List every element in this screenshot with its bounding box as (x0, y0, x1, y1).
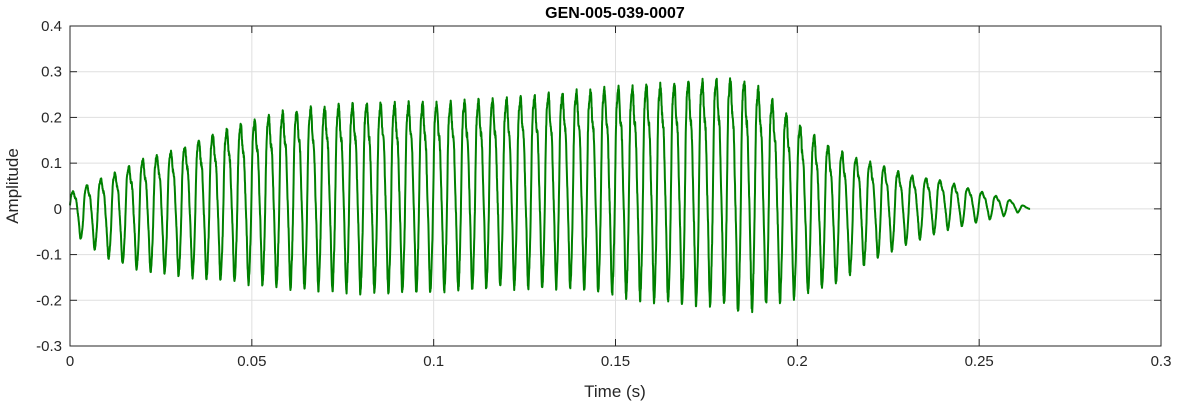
y-tick-label: 0.2 (41, 109, 62, 126)
x-tick-label: 0 (66, 353, 74, 370)
x-tick-label: 0.1 (423, 353, 444, 370)
y-tick-labels: -0.3 -0.2 -0.1 0 0.1 0.2 0.3 0.4 (36, 18, 62, 355)
y-tick-label: 0.1 (41, 155, 62, 172)
x-axis-title: Time (s) (584, 382, 646, 401)
series-layer (69, 77, 1031, 314)
y-tick-label: 0.3 (41, 64, 62, 81)
x-tick-labels: 0 0.05 0.1 0.15 0.2 0.25 0.3 (66, 353, 1172, 370)
x-tick-label: 0.05 (237, 353, 266, 370)
x-tick-label: 0.25 (965, 353, 994, 370)
series-line (69, 77, 1031, 314)
y-tick-label: 0.4 (41, 18, 62, 35)
y-tick-label: -0.2 (36, 292, 62, 309)
y-tick-label: -0.1 (36, 247, 62, 264)
ticks (69, 25, 1162, 347)
x-tick-label: 0.15 (601, 353, 630, 370)
y-tick-label: 0 (54, 201, 62, 218)
chart-title: GEN-005-039-0007 (545, 5, 685, 22)
y-tick-label: -0.3 (36, 338, 62, 355)
y-axis-title: Amplitude (3, 148, 22, 224)
x-tick-label: 0.2 (787, 353, 808, 370)
x-tick-label: 0.3 (1151, 353, 1172, 370)
